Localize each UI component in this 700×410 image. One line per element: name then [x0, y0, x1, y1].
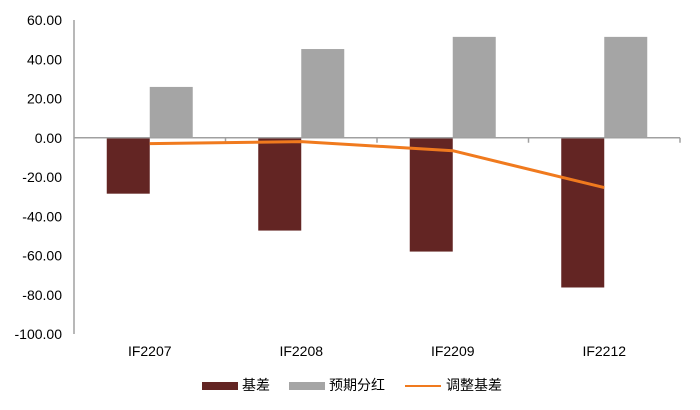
basis-bar: [409, 137, 453, 252]
y-tick-label: 20.00: [27, 91, 62, 107]
x-category-label: IF2209: [431, 343, 475, 359]
basis-bar: [106, 137, 150, 194]
basis-bar: [561, 137, 605, 288]
y-tick-label: 40.00: [27, 51, 62, 67]
y-axis-tick-labels: 60.00 40.00 20.00 0.00 -20.00 -40.00 -60.00 -80…: [15, 12, 63, 342]
y-tick-label: -60.00: [22, 248, 62, 264]
y-tick-label: 0.00: [35, 130, 62, 146]
bars: [106, 36, 648, 288]
adjusted-basis-line: [149, 140, 605, 190]
y-tick-label: -100.00: [15, 326, 63, 342]
legend-label-expected-dividend: 预期分红: [329, 378, 385, 394]
legend-swatch-dividend-icon: [289, 382, 325, 390]
y-tick-label: -80.00: [22, 287, 62, 303]
y-tick-label: -40.00: [22, 208, 62, 224]
legend-item-adjusted-basis: 调整基差: [405, 376, 502, 396]
legend-item-basis: 基差: [202, 376, 270, 396]
x-category-label: IF2212: [582, 343, 626, 359]
legend-label-basis: 基差: [242, 378, 270, 394]
x-axis-category-labels: IF2207 IF2208 IF2209 IF2212: [128, 343, 626, 359]
x-category-label: IF2207: [128, 343, 172, 359]
legend-item-expected-dividend: 预期分红: [289, 376, 385, 396]
expected-dividend-bar: [301, 49, 345, 138]
x-category-label: IF2208: [279, 343, 323, 359]
basis-bar: [258, 137, 302, 231]
chart-legend: 基差 预期分红 调整基差: [0, 376, 700, 396]
legend-swatch-basis-icon: [202, 382, 238, 390]
y-tick-label: 60.00: [27, 12, 62, 28]
x-axis-tick-marks: [224, 137, 681, 143]
y-tick-label: -20.00: [22, 169, 62, 185]
expected-dividend-bar: [604, 36, 648, 138]
expected-dividend-bar: [149, 86, 193, 138]
legend-swatch-adjusted-line-icon: [405, 385, 441, 387]
expected-dividend-bar: [452, 36, 496, 138]
legend-label-adjusted-basis: 调整基差: [446, 378, 502, 394]
